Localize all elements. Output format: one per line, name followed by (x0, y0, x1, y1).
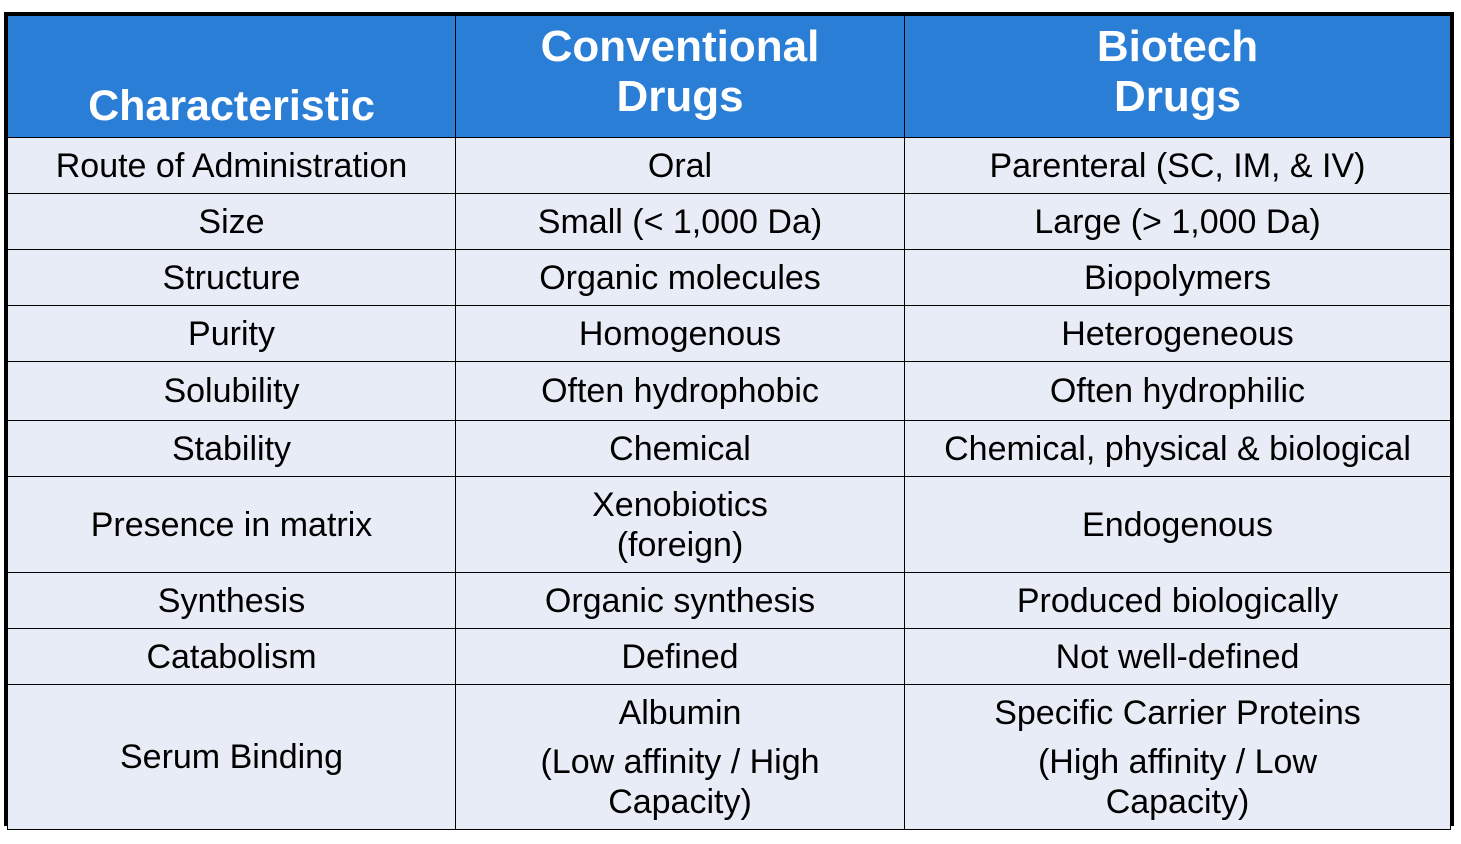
header-biotech-line-1: Biotech (1096, 22, 1259, 71)
cell-text: Catabolism (146, 637, 317, 676)
cell-conventional: Organic molecules (455, 249, 905, 306)
cell-conventional: Albumin (Low affinity / High Capacity) (455, 684, 905, 830)
table-row: Purity Homogenous Heterogeneous (7, 305, 1451, 362)
cell-biotech: Parenteral (SC, IM, & IV) (904, 137, 1451, 194)
table-row: Structure Organic molecules Biopolymers (7, 249, 1451, 306)
cell-biotech: Heterogeneous (904, 305, 1451, 362)
cell-text-line-2: (High affinity / Low (1037, 742, 1318, 781)
cell-text: Serum Binding (119, 738, 343, 776)
cell-text: Defined (621, 637, 739, 676)
cell-text: Endogenous (1082, 505, 1273, 544)
comparison-table-frame: Characteristic Conventional Drugs Biotec… (4, 12, 1454, 830)
cell-text: Homogenous (578, 314, 782, 353)
cell-biotech: Endogenous (904, 476, 1451, 573)
header-biotech-drugs: Biotech Drugs (904, 15, 1451, 138)
cell-text-line-3: Capacity) (608, 782, 752, 821)
cell-text: Solubility (163, 372, 300, 410)
cell-text: Chemical (609, 429, 751, 468)
cell-characteristic: Structure (7, 249, 456, 306)
comparison-table: Characteristic Conventional Drugs Biotec… (7, 15, 1451, 830)
cell-text: Presence in matrix (90, 505, 373, 544)
cell-conventional: Organic synthesis (455, 572, 905, 629)
header-row: Characteristic Conventional Drugs Biotec… (7, 15, 1451, 138)
cell-text: Small (< 1,000 Da) (537, 202, 823, 241)
cell-text-line-1: Specific Carrier Proteins (994, 693, 1361, 732)
cell-text: Chemical, physical & biological (944, 429, 1411, 468)
cell-text: Structure (162, 258, 301, 297)
cell-text: Organic molecules (539, 258, 821, 297)
cell-conventional: Small (< 1,000 Da) (455, 193, 905, 250)
table-row: Solubility Often hydrophobic Often hydro… (7, 361, 1451, 421)
cell-text-line-1: Albumin (618, 693, 742, 732)
cell-text-line-2: (foreign) (616, 525, 744, 564)
cell-conventional: Homogenous (455, 305, 905, 362)
cell-characteristic: Synthesis (7, 572, 456, 629)
cell-text: Organic synthesis (544, 581, 816, 620)
header-characteristic: Characteristic (7, 15, 456, 138)
cell-text: Heterogeneous (1061, 314, 1294, 353)
header-characteristic-text: Characteristic (88, 82, 375, 130)
header-conventional-line-1: Conventional (540, 22, 820, 71)
cell-text: Stability (171, 429, 292, 468)
cell-biotech: Produced biologically (904, 572, 1451, 629)
cell-biotech: Chemical, physical & biological (904, 420, 1451, 477)
cell-text: Produced biologically (1016, 581, 1339, 620)
table-row: Synthesis Organic synthesis Produced bio… (7, 572, 1451, 629)
cell-conventional: Defined (455, 628, 905, 685)
cell-biotech: Often hydrophilic (904, 361, 1451, 421)
line-gap (909, 733, 1446, 742)
cell-characteristic: Purity (7, 305, 456, 362)
cell-text: Often hydrophilic (1049, 372, 1306, 410)
cell-text: Parenteral (SC, IM, & IV) (989, 146, 1366, 185)
cell-conventional: Often hydrophobic (455, 361, 905, 421)
cell-text: Large (> 1,000 Da) (1034, 202, 1321, 241)
table-row: Presence in matrix Xenobiotics (foreign)… (7, 476, 1451, 573)
cell-characteristic: Route of Administration (7, 137, 456, 194)
table-row: Serum Binding Albumin (Low affinity / Hi… (7, 684, 1451, 830)
cell-text-line-3: Capacity) (1105, 782, 1250, 821)
cell-text: Synthesis (157, 581, 306, 620)
cell-characteristic: Solubility (7, 361, 456, 421)
table-row: Size Small (< 1,000 Da) Large (> 1,000 D… (7, 193, 1451, 250)
header-conventional-drugs: Conventional Drugs (455, 15, 905, 138)
table-row: Route of Administration Oral Parenteral … (7, 137, 1451, 194)
cell-text: Purity (188, 314, 275, 353)
cell-text: Often hydrophobic (541, 372, 819, 410)
cell-biotech: Large (> 1,000 Da) (904, 193, 1451, 250)
cell-conventional: Oral (455, 137, 905, 194)
cell-conventional: Chemical (455, 420, 905, 477)
cell-characteristic: Size (7, 193, 456, 250)
cell-text-line-2: (Low affinity / High (540, 742, 820, 781)
cell-characteristic: Catabolism (7, 628, 456, 685)
table-row: Catabolism Defined Not well-defined (7, 628, 1451, 685)
cell-text: Not well-defined (1055, 637, 1300, 676)
cell-text-line-1: Xenobiotics (592, 485, 768, 524)
cell-characteristic: Stability (7, 420, 456, 477)
header-biotech-line-2: Drugs (1113, 72, 1242, 121)
cell-biotech: Not well-defined (904, 628, 1451, 685)
cell-text: Biopolymers (1083, 258, 1272, 297)
table-row: Stability Chemical Chemical, physical & … (7, 420, 1451, 477)
header-conventional-line-2: Drugs (616, 72, 744, 121)
cell-text: Oral (647, 146, 713, 185)
cell-conventional: Xenobiotics (foreign) (455, 476, 905, 573)
cell-biotech: Biopolymers (904, 249, 1451, 306)
cell-text: Size (198, 202, 265, 241)
line-gap (460, 733, 900, 742)
cell-characteristic: Presence in matrix (7, 476, 456, 573)
cell-biotech: Specific Carrier Proteins (High affinity… (904, 684, 1451, 830)
cell-characteristic: Serum Binding (7, 684, 456, 830)
cell-text: Route of Administration (55, 146, 408, 185)
